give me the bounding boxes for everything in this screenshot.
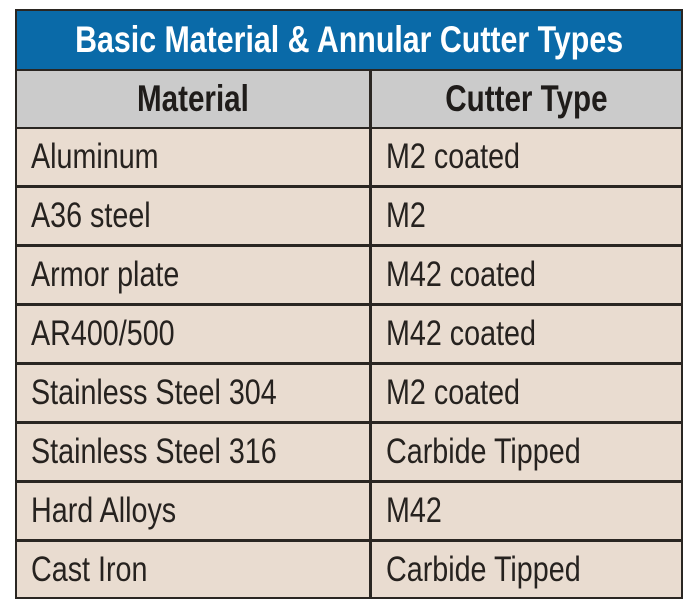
- material-cutter-table: Basic Material & Annular Cutter Types Ma…: [15, 9, 683, 599]
- column-header-cutter-type: Cutter Type: [372, 71, 681, 127]
- material-cell: Armor plate: [17, 247, 372, 303]
- cutter-cell: Carbide Tipped: [372, 542, 681, 597]
- cutter-text: M2: [386, 196, 426, 235]
- cutter-text: M42 coated: [386, 314, 536, 353]
- table-body: Aluminum M2 coated A36 steel M2 Armor pl…: [17, 129, 681, 597]
- table-row: Aluminum M2 coated: [17, 129, 681, 188]
- cutter-cell: M42 coated: [372, 247, 681, 303]
- table-title: Basic Material & Annular Cutter Types: [75, 19, 623, 60]
- cutter-text: M42: [386, 491, 442, 530]
- cutter-text: Carbide Tipped: [386, 549, 581, 589]
- cutter-cell: M2: [372, 188, 681, 244]
- table-title-bar: Basic Material & Annular Cutter Types: [17, 11, 681, 71]
- material-cell: Cast Iron: [17, 542, 372, 597]
- material-text: Aluminum: [31, 137, 159, 176]
- material-text: AR400/500: [31, 314, 175, 353]
- cutter-cell: M42 coated: [372, 306, 681, 362]
- material-cell: Stainless Steel 304: [17, 365, 372, 421]
- material-text: Armor plate: [31, 255, 180, 294]
- table-row: Cast Iron Carbide Tipped: [17, 542, 681, 597]
- cutter-cell: M2 coated: [372, 365, 681, 421]
- material-text: Stainless Steel 304: [31, 373, 277, 412]
- cutter-cell: M42: [372, 483, 681, 539]
- cutter-cell: Carbide Tipped: [372, 424, 681, 480]
- header-row: Material Cutter Type: [17, 71, 681, 129]
- material-text: Hard Alloys: [31, 491, 177, 530]
- cutter-text: M2 coated: [386, 373, 521, 412]
- cutter-cell: M2 coated: [372, 129, 681, 185]
- table-row: Armor plate M42 coated: [17, 247, 681, 306]
- table-row: Stainless Steel 316 Carbide Tipped: [17, 424, 681, 483]
- material-cell: Aluminum: [17, 129, 372, 185]
- material-text: A36 steel: [31, 196, 151, 235]
- table-row: Stainless Steel 304 M2 coated: [17, 365, 681, 424]
- material-cell: Hard Alloys: [17, 483, 372, 539]
- column-header-material: Material: [17, 71, 372, 127]
- material-cell: Stainless Steel 316: [17, 424, 372, 480]
- material-text: Cast Iron: [31, 549, 148, 589]
- column-header-label: Material: [137, 78, 249, 119]
- material-text: Stainless Steel 316: [31, 432, 277, 471]
- table-row: Hard Alloys M42: [17, 483, 681, 542]
- table-row: A36 steel M2: [17, 188, 681, 247]
- cutter-text: Carbide Tipped: [386, 432, 581, 471]
- material-cell: AR400/500: [17, 306, 372, 362]
- column-header-label: Cutter Type: [445, 78, 608, 119]
- material-cell: A36 steel: [17, 188, 372, 244]
- cutter-text: M2 coated: [386, 137, 521, 176]
- cutter-text: M42 coated: [386, 255, 536, 294]
- table-row: AR400/500 M42 coated: [17, 306, 681, 365]
